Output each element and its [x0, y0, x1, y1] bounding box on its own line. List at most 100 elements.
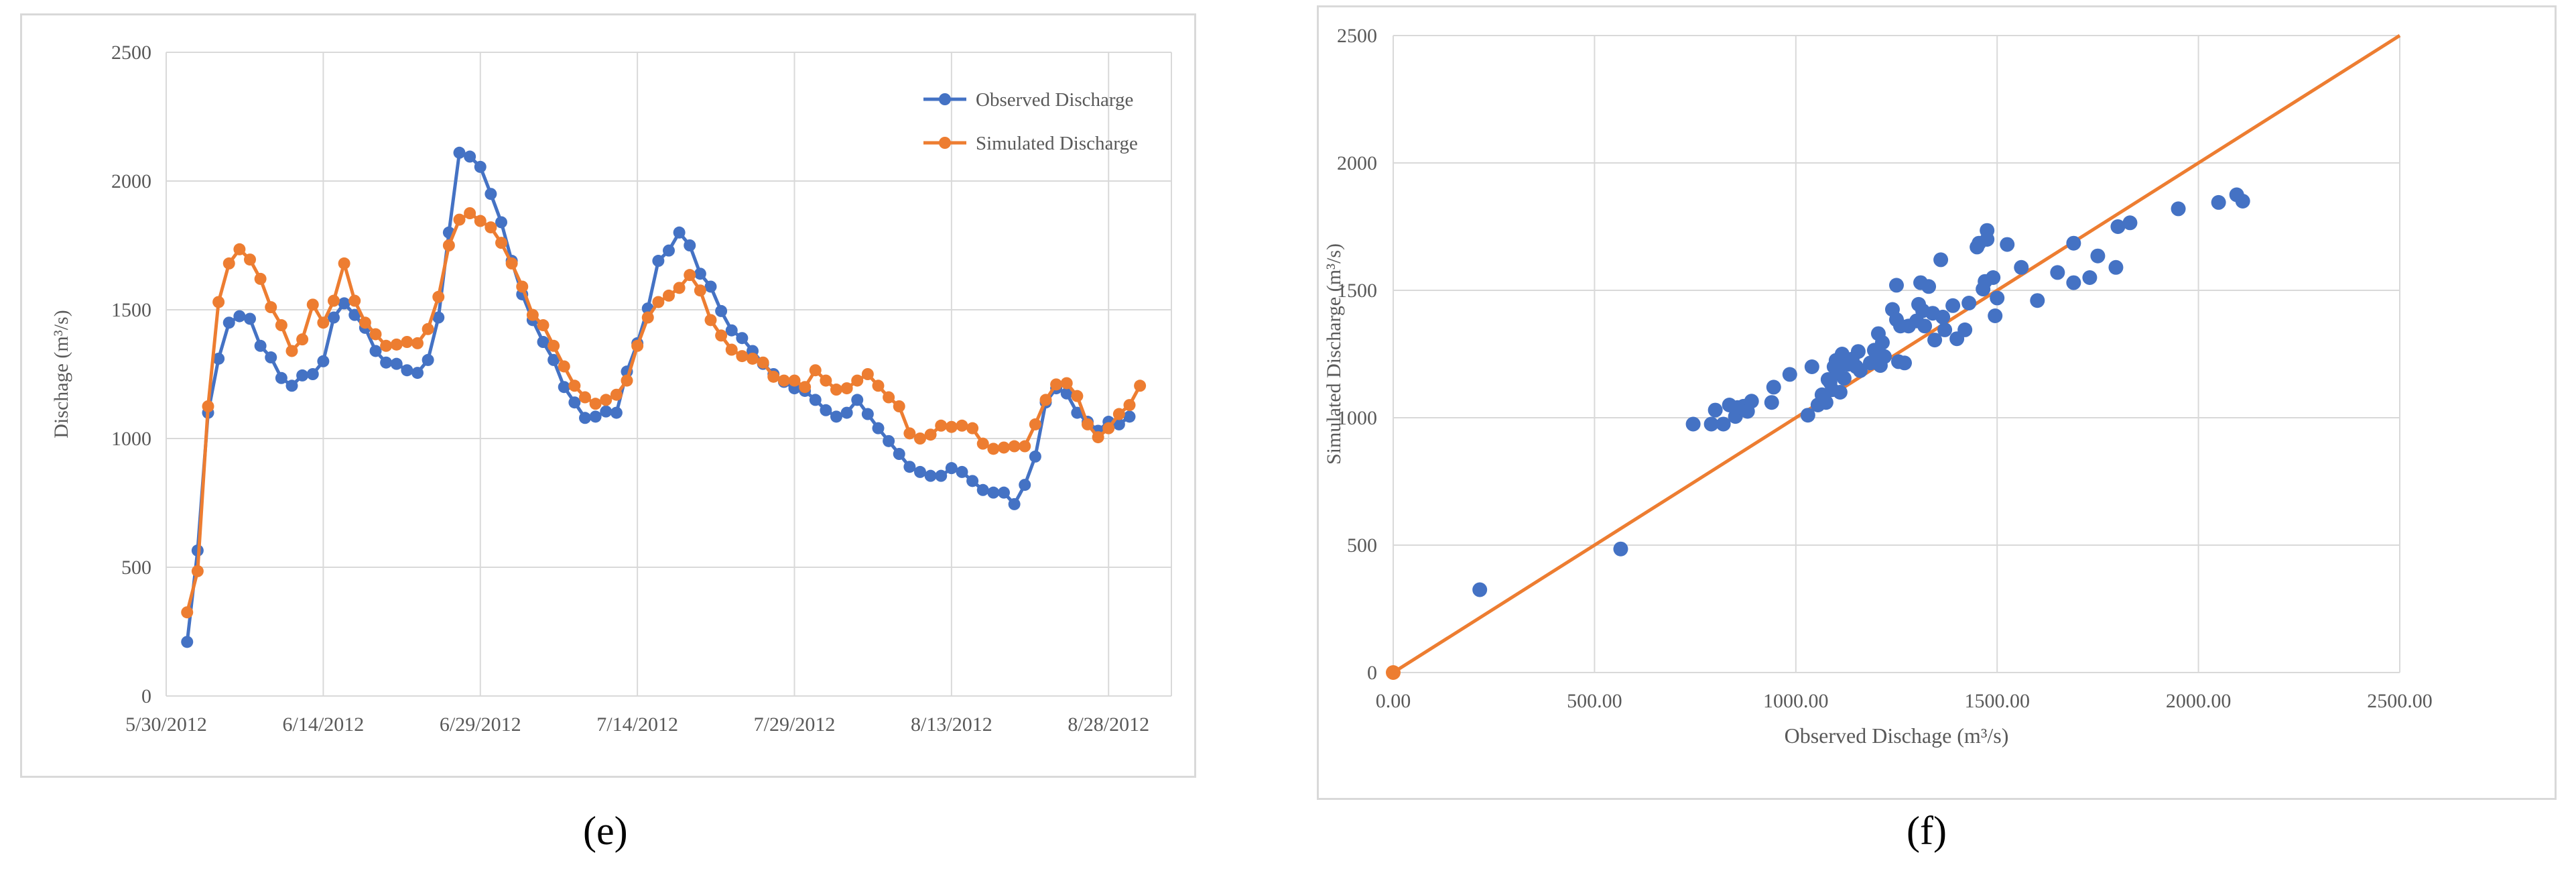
- legend-entry: Simulated Discharge: [976, 133, 1138, 154]
- data-point: [998, 486, 1010, 499]
- data-point: [1957, 322, 1973, 337]
- data-point: [359, 316, 371, 329]
- data-point: [976, 483, 989, 496]
- data-point: [1852, 363, 1868, 378]
- data-point: [1764, 395, 1779, 410]
- y-tick-label: 2500: [1337, 25, 1377, 47]
- legend-swatch-marker: [939, 137, 951, 149]
- data-point: [684, 269, 696, 282]
- data-point: [265, 301, 277, 314]
- data-point: [715, 304, 728, 317]
- series-line-observed: [185, 151, 1131, 642]
- data-point: [537, 336, 550, 348]
- data-point: [600, 405, 613, 418]
- data-point: [2108, 259, 2124, 275]
- y-tick-label: 500: [121, 557, 151, 579]
- data-point: [694, 268, 706, 280]
- data-point: [338, 257, 350, 270]
- data-point: [526, 308, 539, 321]
- data-point: [296, 333, 309, 346]
- data-point: [401, 364, 413, 377]
- data-point: [883, 391, 895, 404]
- data-point: [2235, 194, 2250, 209]
- data-point: [1744, 394, 1759, 409]
- data-point: [777, 374, 790, 387]
- data-point: [296, 369, 309, 382]
- data-point: [1980, 223, 1995, 238]
- data-point: [715, 329, 728, 342]
- data-point: [998, 441, 1010, 454]
- data-point: [652, 296, 665, 308]
- data-point: [338, 297, 350, 310]
- data-point: [2066, 235, 2081, 251]
- data-point: [736, 350, 749, 363]
- data-point: [1703, 416, 1719, 432]
- data-point: [725, 324, 738, 337]
- data-point: [1935, 309, 1951, 325]
- data-point: [799, 381, 812, 394]
- data-point: [1050, 378, 1063, 391]
- data-point: [369, 328, 382, 341]
- data-point: [390, 357, 403, 370]
- y-tick-label: 2000: [111, 170, 151, 192]
- series-line-simulated: [185, 211, 1142, 613]
- data-point: [987, 443, 1000, 455]
- x-tick-label: 2500.00: [2367, 690, 2433, 712]
- data-point: [1804, 359, 1819, 374]
- data-point: [1008, 498, 1021, 510]
- data-point: [1134, 380, 1147, 392]
- x-tick-label: 7/14/2012: [596, 713, 678, 736]
- data-point: [2110, 219, 2126, 234]
- data-point: [1685, 416, 1701, 432]
- data-point: [380, 356, 393, 369]
- panel-label-e: (e): [583, 809, 628, 853]
- data-point: [495, 237, 507, 249]
- data-point: [328, 294, 340, 307]
- data-point: [704, 314, 717, 327]
- data-point: [704, 280, 717, 293]
- data-point: [411, 337, 424, 349]
- data-point: [2066, 275, 2081, 290]
- data-point: [222, 257, 235, 270]
- data-point: [474, 160, 487, 173]
- data-point: [987, 486, 1000, 499]
- data-point: [306, 298, 319, 311]
- data-point: [453, 213, 466, 226]
- data-point: [914, 465, 926, 478]
- y-tick-label: 1000: [111, 428, 151, 450]
- data-point: [767, 370, 780, 383]
- data-point: [275, 371, 287, 384]
- data-point: [861, 368, 874, 380]
- data-point: [1039, 394, 1052, 406]
- data-point: [830, 410, 842, 423]
- data-point: [1102, 422, 1115, 434]
- data-point: [1782, 367, 1797, 382]
- data-point: [1927, 333, 1943, 348]
- data-point: [924, 469, 937, 482]
- y-tick-label: 500: [1347, 534, 1377, 557]
- data-point: [945, 462, 958, 475]
- data-point: [1060, 387, 1073, 400]
- data-point: [684, 239, 696, 251]
- data-point: [1818, 395, 1833, 410]
- y-axis-title: Simulated Discharge (m³/s): [1323, 243, 1345, 465]
- data-point: [1917, 318, 1933, 334]
- data-point: [181, 636, 194, 648]
- data-point: [212, 352, 225, 365]
- data-point: [516, 280, 529, 293]
- data-point: [872, 422, 885, 434]
- data-point: [883, 434, 895, 447]
- data-point: [432, 311, 445, 324]
- data-point: [610, 388, 623, 401]
- data-point: [2090, 248, 2106, 264]
- data-point: [840, 382, 853, 395]
- hydrograph-panel: 0 500 1000 1500 2000 2500 5/30/2012 6/14/2012 6/…: [20, 13, 1196, 778]
- x-tick-label: 7/29/2012: [754, 713, 836, 736]
- data-point: [1112, 418, 1125, 430]
- hydrograph-chart: 0 500 1000 1500 2000 2500 5/30/2012 6/14/2012 6/…: [50, 42, 1172, 736]
- data-point: [893, 400, 905, 412]
- data-point: [265, 351, 277, 364]
- data-point: [914, 432, 926, 445]
- data-point: [380, 339, 393, 352]
- data-point: [820, 374, 832, 387]
